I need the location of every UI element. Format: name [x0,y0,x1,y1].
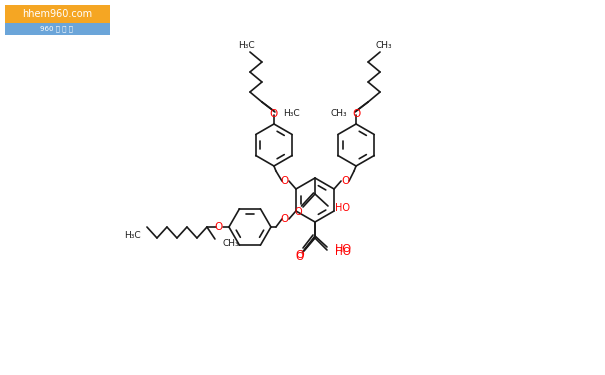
Bar [5,5,110,23]
Text: O: O [341,176,349,186]
Text: O: O [281,176,289,186]
Text: O: O [215,222,223,232]
Text: O: O [294,207,302,217]
Bar [5,23,110,35]
Text: O: O [352,109,360,119]
Text: H₃C: H₃C [283,110,299,118]
Text: CH₃: CH₃ [330,110,347,118]
Text: H₃C: H₃C [124,231,141,240]
Text: CH₃: CH₃ [223,238,240,248]
Text: 960 化 工 网: 960 化 工 网 [41,26,73,32]
Text: HO: HO [335,203,350,213]
Text: H₃C: H₃C [238,40,254,50]
Text: O: O [270,109,278,119]
Text: HO: HO [335,244,352,254]
Text: hhem960.com: hhem960.com [22,9,92,19]
Text: O: O [296,250,304,260]
Text: O: O [281,214,289,224]
Text: HO: HO [335,247,351,257]
Text: CH₃: CH₃ [376,40,393,50]
Text: O: O [295,252,303,262]
Wedge shape [5,5,21,23]
